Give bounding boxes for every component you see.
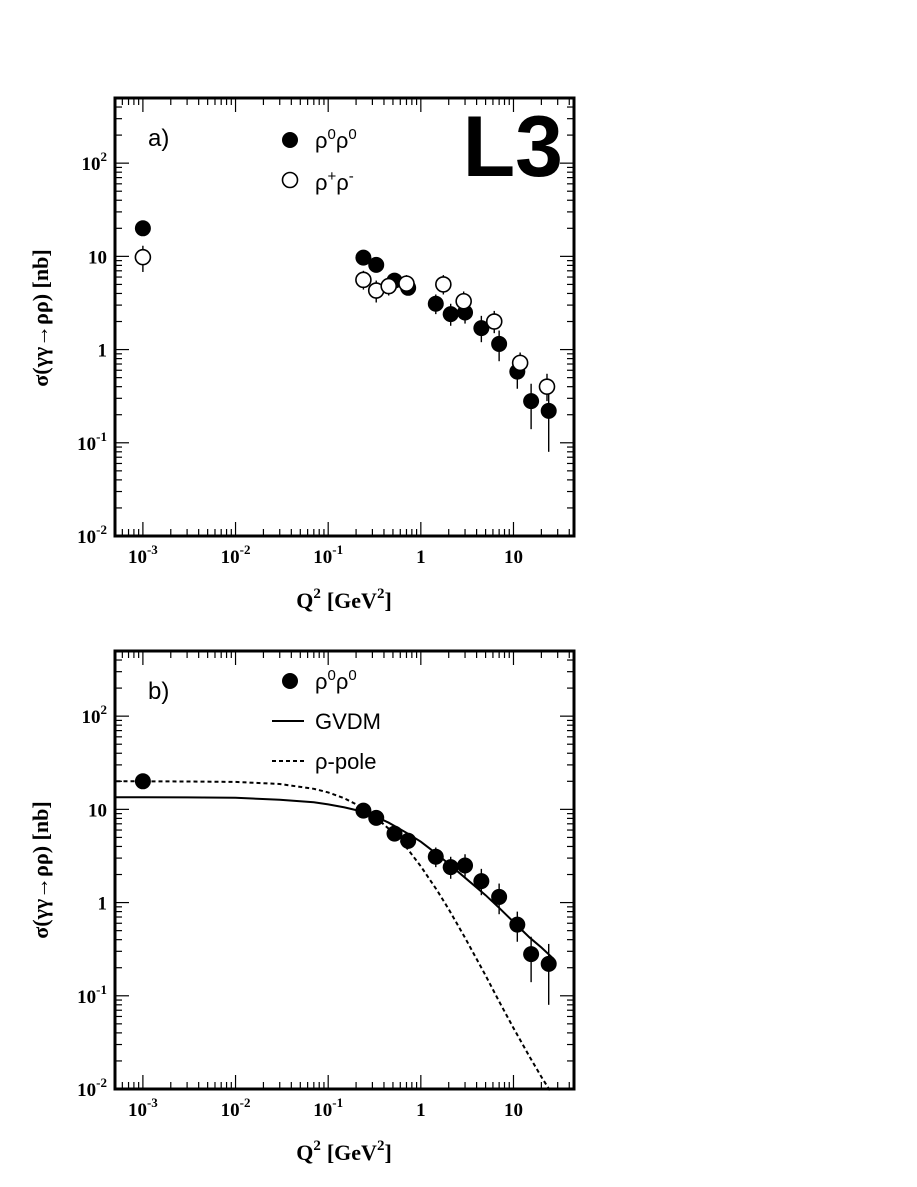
data-point-rho0rho0 — [523, 393, 540, 410]
legend-marker-open — [281, 171, 299, 189]
panel-a-ticks — [114, 97, 574, 537]
data-point-rho0rho0 — [386, 825, 403, 842]
y-tick-label: 10 — [88, 800, 107, 821]
data-point-rho0rho0 — [540, 955, 557, 972]
x-tick-label: 10-3 — [128, 1095, 158, 1121]
rho-pole-curve — [116, 780, 552, 1092]
data-point-rho0rho0 — [355, 249, 372, 266]
y-tick-label: 10-2 — [77, 1075, 107, 1101]
y-tick-label: 10 — [88, 247, 107, 268]
data-point-rho0rho0 — [368, 256, 385, 273]
x-tick-label: 10-1 — [313, 542, 343, 568]
data-point-rho0rho0 — [134, 773, 151, 790]
x-tick-label: 10 — [504, 547, 523, 568]
panel-b-x-axis-title: Q2 [GeV2] — [296, 1138, 392, 1165]
data-point-rho0rho0 — [473, 320, 490, 337]
data-point-rhoplusrhominus — [134, 248, 152, 266]
y-tick-label: 10-1 — [77, 982, 107, 1008]
panel-b: 10-3 10-2 10-1 1 10 10-2 10-1 1 10 102 b) ρ0ρ0 GV… — [28, 649, 576, 1165]
data-point-rho0rho0 — [368, 809, 385, 826]
x-tick-label: 10-1 — [313, 1095, 343, 1121]
panel-b-points — [134, 773, 557, 1005]
data-point-rhoplusrhominus — [380, 277, 398, 295]
panel-a: 10-3 10-2 10-1 1 10 10-2 10-1 1 10 102 a) L3 ρ0ρ0… — [28, 96, 576, 613]
x-tick-label: 10 — [504, 1100, 523, 1121]
panel-a-x-axis-title: Q2 [GeV2] — [296, 586, 392, 613]
data-point-rhoplusrhominus — [435, 276, 452, 293]
data-point-rho0rho0 — [355, 802, 372, 819]
panel-b-ticks — [114, 650, 574, 1090]
panel-b-plot-frame — [113, 649, 576, 1091]
x-tick-label: 10-2 — [221, 1095, 251, 1121]
x-tick-label: 10-3 — [128, 542, 158, 568]
legend-entry-gvdm: GVDM — [315, 709, 381, 734]
legend-entry-rhoplusrhominus: ρ+ρ- — [315, 168, 354, 195]
y-tick-label: 102 — [82, 149, 108, 175]
legend-entry-rho0rho0: ρ0ρ0 — [315, 126, 357, 153]
data-point-rhoplusrhominus — [485, 313, 503, 330]
data-point-rho0rho0 — [509, 916, 526, 933]
data-point-rhoplusrhominus — [398, 275, 415, 292]
data-point-rho0rho0 — [491, 888, 508, 905]
data-point-rho0rho0 — [523, 946, 540, 963]
y-tick-label: 1 — [98, 341, 108, 362]
y-tick-label: 10-1 — [77, 429, 107, 455]
data-point-rho0rho0 — [457, 857, 474, 874]
panel-b-label: b) — [148, 678, 169, 705]
data-point-rhoplusrhominus — [355, 271, 372, 289]
data-point-rho0rho0 — [427, 295, 444, 312]
panel-a-plot-frame — [113, 96, 576, 538]
data-point-rho0rho0 — [400, 832, 417, 849]
data-point-rho0rho0 — [442, 859, 459, 876]
panel-a-label: a) — [148, 125, 169, 152]
data-point-rho0rho0 — [491, 335, 508, 352]
l3-logo: L3 — [463, 99, 563, 195]
data-point-rhoplusrhominus — [511, 354, 529, 372]
panel-b-y-axis-title: σ(γγ→ρρ) [nb] — [28, 801, 53, 938]
data-point-rho0rho0 — [540, 402, 557, 419]
y-tick-label: 102 — [82, 702, 108, 728]
x-tick-label: 10-2 — [221, 542, 251, 568]
data-point-rhoplusrhominus — [538, 378, 556, 395]
panel-a-tick-labels: 10-3 10-2 10-1 1 10 10-2 10-1 1 10 102 — [77, 149, 523, 568]
data-point-rho0rho0 — [134, 220, 151, 237]
panel-a-points — [134, 220, 557, 452]
legend-entry-rho0rho0-b: ρ0ρ0 — [315, 667, 357, 694]
panel-b-curves — [116, 780, 555, 1092]
panel-a-y-axis-title: σ(γγ→ρρ) [nb] — [28, 249, 53, 386]
legend-marker-filled-b — [282, 673, 298, 689]
data-point-rho0rho0 — [473, 873, 490, 890]
y-tick-label: 10-2 — [77, 522, 107, 548]
x-tick-label: 1 — [416, 547, 426, 568]
data-point-rho0rho0 — [442, 306, 459, 323]
data-point-rhoplusrhominus — [455, 292, 472, 310]
x-tick-label: 1 — [416, 1100, 426, 1121]
legend-entry-rho-pole: ρ-pole — [315, 749, 376, 774]
y-tick-label: 1 — [98, 894, 108, 915]
panel-b-tick-labels: 10-3 10-2 10-1 1 10 10-2 10-1 1 10 102 — [77, 702, 523, 1121]
data-point-rho0rho0 — [427, 848, 444, 865]
legend-marker-filled — [282, 132, 298, 148]
